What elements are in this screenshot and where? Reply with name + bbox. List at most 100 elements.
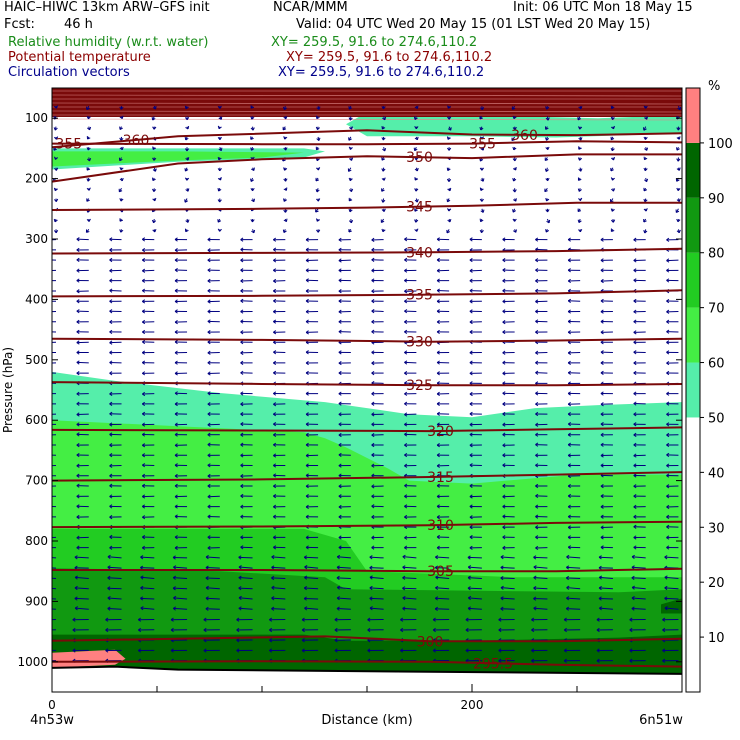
vector-head — [579, 229, 583, 233]
vector-head — [369, 597, 373, 601]
circulation-vector — [369, 567, 384, 569]
vector-head — [600, 331, 604, 335]
vector-head — [612, 219, 616, 223]
vector-head — [531, 660, 535, 663]
vector-head — [416, 105, 419, 109]
vector-head — [316, 158, 320, 162]
vector-head — [174, 352, 178, 355]
vector-head — [611, 209, 615, 212]
vector-head — [336, 597, 340, 601]
vector-head — [633, 444, 637, 447]
vector-head — [677, 127, 681, 131]
circulation-vector — [566, 608, 581, 610]
vector-head — [142, 341, 146, 345]
vector-head — [76, 495, 80, 499]
vector-head — [240, 495, 244, 499]
vector-head — [141, 454, 146, 458]
vector-head — [402, 566, 406, 570]
vector-head — [629, 629, 633, 633]
vector-head — [611, 138, 615, 141]
vector-head — [186, 148, 190, 152]
vector-head — [467, 587, 471, 591]
vector-head — [338, 290, 342, 294]
vector-head — [284, 136, 288, 140]
vector-head — [371, 434, 375, 438]
circulation-vector — [140, 576, 155, 579]
vector-head — [304, 607, 308, 611]
circulation-vector — [369, 607, 384, 610]
vector-head — [566, 566, 570, 570]
vector-head — [142, 300, 146, 304]
vector-head — [600, 506, 604, 509]
vector-head — [76, 414, 80, 417]
vector-head — [402, 587, 406, 591]
colorbar-tick-label: 10 — [708, 631, 725, 646]
vector-head — [371, 516, 375, 520]
vector-head — [74, 607, 78, 611]
circulation-vector — [566, 577, 581, 579]
vector-head — [301, 629, 305, 633]
vector-head — [273, 362, 277, 366]
vector-head — [142, 485, 146, 488]
vector-head — [577, 118, 582, 121]
vector-head — [664, 576, 668, 580]
vector-head — [109, 496, 113, 499]
vector-head — [449, 187, 452, 191]
vector-head — [174, 269, 178, 273]
vector-head — [240, 321, 244, 324]
vector-head — [186, 177, 190, 181]
vector-head — [207, 331, 211, 335]
vector-head — [548, 219, 551, 223]
vector-head — [469, 464, 473, 468]
vector-head — [105, 650, 109, 653]
vector-head — [547, 146, 550, 150]
vector-head — [273, 506, 277, 509]
vector-head — [567, 321, 571, 324]
vector-head — [119, 158, 123, 162]
vector-head — [154, 229, 157, 233]
circulation-vector — [75, 576, 89, 579]
vector-head — [502, 373, 506, 376]
vector-head — [662, 660, 666, 663]
vector-head — [140, 597, 144, 601]
vector-head — [44, 371, 46, 373]
vector-head — [567, 331, 571, 335]
vector-head — [535, 464, 539, 468]
vector-head — [371, 362, 375, 366]
vector-head — [633, 475, 637, 478]
vector-head — [678, 229, 681, 233]
vector-head — [207, 290, 211, 293]
vector-head — [436, 331, 440, 335]
vector-head — [371, 310, 375, 314]
vector-head — [240, 413, 244, 417]
vector-head — [187, 125, 190, 130]
vector-head — [44, 435, 47, 437]
vector-head — [76, 537, 80, 540]
vector-head — [567, 413, 571, 417]
vector-head — [633, 321, 637, 324]
vector-head — [240, 269, 244, 273]
theta-contour-label: 335 — [406, 288, 433, 304]
vector-head — [645, 208, 648, 212]
org-label: NCAR/MMM — [273, 0, 348, 15]
vector-head — [240, 536, 244, 540]
vector-head — [283, 230, 287, 234]
vector-head — [502, 362, 506, 365]
vector-head — [351, 157, 354, 161]
colorbar-frame — [685, 87, 701, 693]
circulation-vector — [173, 587, 188, 590]
vector-head — [666, 423, 670, 427]
vector-head — [44, 312, 47, 314]
vector-head — [600, 516, 604, 519]
vector-head — [633, 413, 637, 417]
vector-head — [142, 321, 146, 325]
vector-head — [580, 168, 583, 172]
vector-head — [567, 239, 571, 242]
circulation-vector — [205, 608, 220, 610]
vector-head — [434, 597, 438, 601]
vector-head — [44, 525, 47, 527]
vector-head — [600, 413, 604, 417]
circulation-vector — [402, 566, 417, 569]
vector-head — [44, 505, 47, 507]
vector-head — [371, 403, 375, 406]
